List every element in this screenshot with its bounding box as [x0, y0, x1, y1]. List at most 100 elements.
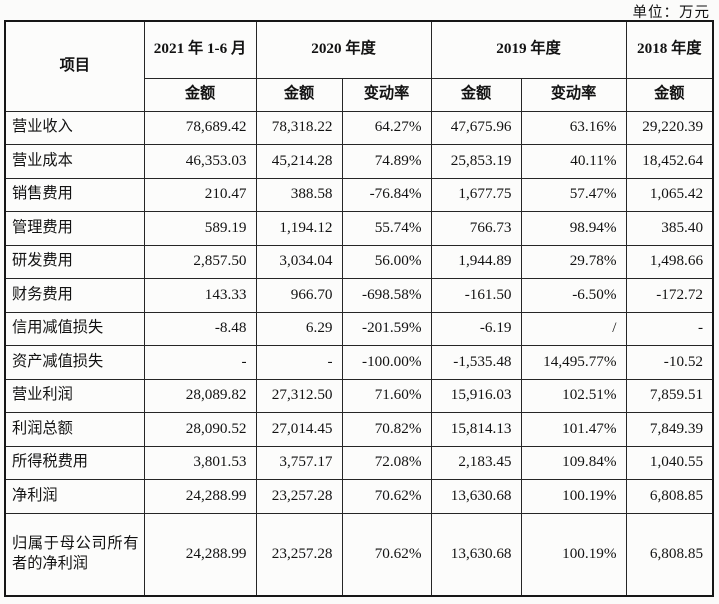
header-period-2018: 2018 年度 — [625, 20, 714, 79]
financial-table: 项目 2021 年 1-6 月 2020 年度 2019 年度 2018 年度 … — [4, 20, 715, 597]
table-body: 营业收入 78,689.42 78,318.22 64.27% 47,675.96 63.… — [4, 110, 714, 597]
value-cell: 14,495.77% — [520, 345, 627, 380]
header-period-2019: 2019 年度 — [430, 20, 627, 79]
header-item: 项目 — [4, 20, 145, 112]
table-header: 项目 2021 年 1-6 月 2020 年度 2019 年度 2018 年度 … — [4, 20, 714, 112]
header-period-2020: 2020 年度 — [255, 20, 432, 79]
value-cell: 56.00% — [341, 244, 432, 279]
table-row: 销售费用 210.47 388.58 -76.84% 1,677.75 57.47% 1,0… — [4, 177, 714, 212]
value-cell: -8.48 — [143, 311, 257, 346]
value-cell: 2,857.50 — [143, 244, 257, 279]
value-cell: 25,853.19 — [430, 144, 522, 179]
subheader-change-2020: 变动率 — [341, 77, 432, 112]
value-cell: 1,194.12 — [255, 211, 343, 246]
table-row: 营业收入 78,689.42 78,318.22 64.27% 47,675.96 63.… — [4, 110, 714, 145]
table-row: 财务费用 143.33 966.70 -698.58% -161.50 -6.50% -17… — [4, 278, 714, 313]
value-cell: 70.82% — [341, 412, 432, 447]
value-cell: 78,318.22 — [255, 110, 343, 145]
value-cell: -6.19 — [430, 311, 522, 346]
row-label: 归属于母公司所有者的净利润 — [4, 512, 145, 597]
value-cell: 74.89% — [341, 144, 432, 179]
value-cell: 101.47% — [520, 412, 627, 447]
value-cell: 70.62% — [341, 512, 432, 597]
row-label: 管理费用 — [4, 211, 145, 246]
table-row: 信用减值损失 -8.48 6.29 -201.59% -6.19/- — [4, 311, 714, 346]
value-cell: 23,257.28 — [255, 479, 343, 514]
subheader-amount-2018: 金额 — [625, 77, 714, 112]
value-cell: 29.78% — [520, 244, 627, 279]
table-row: 研发费用 2,857.50 3,034.04 56.00% 1,944.89 29.78%… — [4, 244, 714, 279]
row-label: 所得税费用 — [4, 445, 145, 480]
value-cell: 78,689.42 — [143, 110, 257, 145]
value-cell: -698.58% — [341, 278, 432, 313]
table-row: 净利润 24,288.99 23,257.28 70.62% 13,630.68 100.… — [4, 479, 714, 514]
value-cell: 15,916.03 — [430, 378, 522, 413]
unit-label: 单位：万元 — [632, 5, 710, 21]
value-cell: 1,944.89 — [430, 244, 522, 279]
value-cell: 100.19% — [520, 479, 627, 514]
value-cell: 6.29 — [255, 311, 343, 346]
value-cell: 47,675.96 — [430, 110, 522, 145]
value-cell: 63.16% — [520, 110, 627, 145]
row-label: 利润总额 — [4, 412, 145, 447]
header-row-measures: 金额 金额 变动率 金额 变动率 金额 — [5, 77, 714, 112]
value-cell: 18,452.64 — [625, 144, 714, 179]
value-cell: 109.84% — [520, 445, 627, 480]
table-row: 利润总额 28,090.52 27,014.45 70.82% 15,814.13 101… — [4, 412, 714, 447]
row-label: 营业收入 — [4, 110, 145, 145]
value-cell: - — [255, 345, 343, 380]
value-cell: -1,535.48 — [430, 345, 522, 380]
row-label: 销售费用 — [4, 177, 145, 212]
value-cell: 46,353.03 — [143, 144, 257, 179]
value-cell: 6,808.85 — [625, 479, 714, 514]
value-cell: 2,183.45 — [430, 445, 522, 480]
row-label: 信用减值损失 — [4, 311, 145, 346]
value-cell: -201.59% — [341, 311, 432, 346]
header-row-periods: 项目 2021 年 1-6 月 2020 年度 2019 年度 2018 年度 — [4, 20, 714, 112]
subheader-change-2019: 变动率 — [520, 77, 627, 112]
value-cell: 1,065.42 — [625, 177, 714, 212]
row-label: 营业利润 — [4, 378, 145, 413]
value-cell: 3,801.53 — [143, 445, 257, 480]
value-cell: 24,288.99 — [143, 479, 257, 514]
value-cell: 45,214.28 — [255, 144, 343, 179]
value-cell: 24,288.99 — [143, 512, 257, 597]
value-cell: -76.84% — [341, 177, 432, 212]
table-row: 管理费用 589.19 1,194.12 55.74% 766.73 98.94% 385.… — [4, 211, 714, 246]
table-row: 营业利润 28,089.82 27,312.50 71.60% 15,916.03 102… — [4, 378, 714, 413]
value-cell: 7,859.51 — [625, 378, 714, 413]
value-cell: 28,090.52 — [143, 412, 257, 447]
value-cell: 1,498.66 — [625, 244, 714, 279]
value-cell: 6,808.85 — [625, 512, 714, 597]
value-cell: 589.19 — [143, 211, 257, 246]
value-cell: 15,814.13 — [430, 412, 522, 447]
value-cell: 7,849.39 — [625, 412, 714, 447]
value-cell: 1,677.75 — [430, 177, 522, 212]
table-row: 归属于母公司所有者的净利润 24,288.99 23,257.28 70.62% 13,… — [4, 512, 714, 597]
row-label: 研发费用 — [4, 244, 145, 279]
value-cell: 385.40 — [625, 211, 714, 246]
value-cell: 766.73 — [430, 211, 522, 246]
value-cell: - — [143, 345, 257, 380]
row-label: 净利润 — [4, 479, 145, 514]
value-cell: 98.94% — [520, 211, 627, 246]
value-cell: 70.62% — [341, 479, 432, 514]
value-cell: 57.47% — [520, 177, 627, 212]
value-cell: 100.19% — [520, 512, 627, 597]
value-cell: 29,220.39 — [625, 110, 714, 145]
value-cell: 13,630.68 — [430, 512, 522, 597]
table-row: 所得税费用 3,801.53 3,757.17 72.08% 2,183.45 109.8… — [4, 445, 714, 480]
value-cell: 388.58 — [255, 177, 343, 212]
value-cell: -6.50% — [520, 278, 627, 313]
value-cell: -172.72 — [625, 278, 714, 313]
subheader-amount-2020: 金额 — [255, 77, 343, 112]
value-cell: 72.08% — [341, 445, 432, 480]
value-cell: -161.50 — [430, 278, 522, 313]
value-cell: 143.33 — [143, 278, 257, 313]
value-cell: 27,312.50 — [255, 378, 343, 413]
value-cell: -10.52 — [625, 345, 714, 380]
value-cell: 71.60% — [341, 378, 432, 413]
value-cell: 102.51% — [520, 378, 627, 413]
value-cell: 13,630.68 — [430, 479, 522, 514]
value-cell: 27,014.45 — [255, 412, 343, 447]
